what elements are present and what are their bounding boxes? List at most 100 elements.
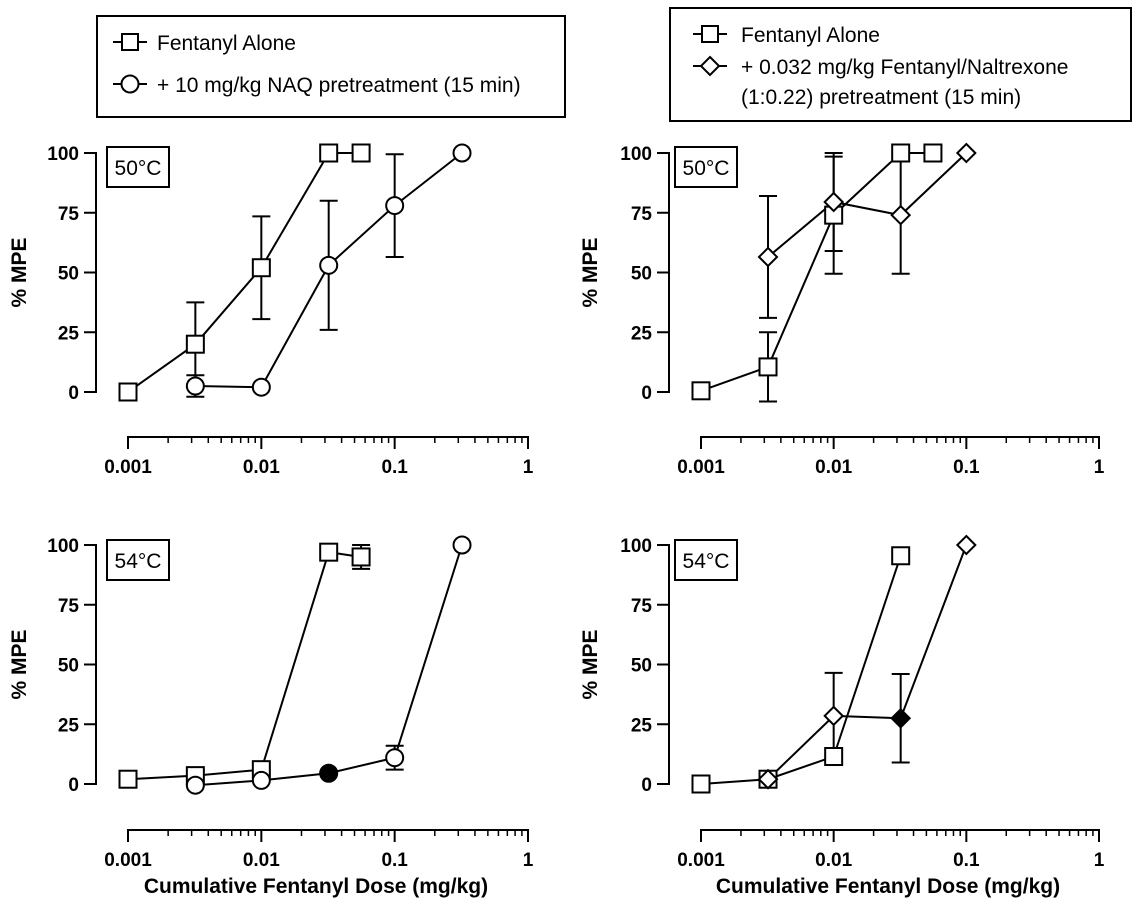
y-tick-label: 0 [641,383,652,404]
legend-right-label-2-line2: (1:0.22) pretreatment (15 min) [741,86,1021,109]
y-tick-label: 0 [68,775,79,796]
panel-bottom-right: 0 25 50 75 100 % MPE 0.001 0.01 0.1 1 Cumulative F… [579,534,1105,898]
temperature-label: 50°C [683,157,730,180]
data-point-circle [185,376,205,396]
temperature-box: 50°C [106,146,170,188]
legend-left-label-1: Fentanyl Alone [157,32,296,55]
data-point-diamond [823,191,845,213]
temperature-box-frame [674,146,738,188]
y-tick-label: 0 [68,383,79,404]
data-point-diamond [890,707,912,729]
temperature-label: 50°C [115,157,162,180]
temperature-box-frame [674,539,738,581]
data-point-square [319,143,339,163]
x-tick-label: 1 [1094,850,1105,871]
legend-left: Fentanyl Alone + 10 mg/kg NAQ pretreatme… [96,15,566,118]
temperature-box: 54°C [106,539,170,581]
legend-left-marker-square [113,33,147,51]
y-tick-label: 25 [58,323,80,344]
temperature-box: 54°C [674,539,738,581]
x-tick-label: 1 [523,457,534,478]
y-tick-label: 100 [620,144,652,165]
y-tick-label: 50 [631,656,652,677]
legend-right-box [669,7,1132,122]
data-point-square [758,357,778,377]
data-point-diamond [955,534,977,556]
temperature-label: 54°C [683,550,730,573]
data-point-square [923,143,943,163]
legend-right-marker-diamond [693,55,727,77]
data-point-circle [452,535,472,555]
data-point-square [118,382,138,402]
legend-right-marker-square [693,25,727,43]
series-line-square [700,152,933,392]
data-point-diamond [757,246,779,268]
y-tick-label: 50 [631,264,652,285]
series-line-circle [195,544,463,787]
panel-top-right: 0 25 50 75 100 % MPE 0.001 0.01 0.1 1 50°C [579,142,1105,478]
data-point-circle [319,255,339,275]
legend-right: Fentanyl Alone + 0.032 mg/kg Fentanyl/Na… [669,7,1132,122]
data-point-square [251,258,271,278]
y-tick-label: 75 [631,596,653,617]
x-tick-label: 0.01 [815,850,852,871]
data-point-square [691,381,711,401]
data-point-diamond [955,142,977,164]
data-point-diamond [890,204,912,226]
data-point-square [319,542,339,562]
legend-right-label-2: + 0.032 mg/kg Fentanyl/Naltrexone [741,56,1068,79]
series-line-square [700,555,902,785]
panel-bottom-left: 0 25 50 75 100 % MPE 0.001 0.01 0.1 1 Cumulative F… [8,535,534,898]
series-line-diamond [767,544,968,780]
legend-left-marker-circle [113,74,147,94]
y-tick-label: 0 [641,775,652,796]
x-tick-label: 0.001 [104,457,152,478]
data-point-square [118,769,138,789]
data-point-square [824,747,844,767]
data-point-square [891,143,911,163]
x-tick-label: 0.1 [953,850,980,871]
data-point-diamond [757,768,779,790]
data-point-diamond [823,705,845,727]
data-point-circle [319,763,339,783]
y-tick-label: 50 [58,656,79,677]
x-axis-label: Cumulative Fentanyl Dose (mg/kg) [716,875,1060,898]
x-tick-label: 0.1 [953,457,980,478]
legend-right-label-1: Fentanyl Alone [741,24,880,47]
y-tick-label: 100 [47,536,79,557]
y-tick-label: 75 [631,204,653,225]
x-tick-label: 1 [523,850,534,871]
data-point-square [351,143,371,163]
y-tick-label: 75 [58,204,80,225]
x-tick-label: 0.001 [677,850,725,871]
y-tick-label: 100 [620,536,652,557]
y-axis-label: % MPE [579,629,602,699]
data-point-circle [251,377,271,397]
data-point-circle [385,196,405,216]
y-tick-label: 25 [631,323,653,344]
panel-top-left: 0 25 50 75 100 % MPE 0.001 0.01 0.1 1 50°C [8,143,534,478]
data-point-circle [185,775,205,795]
x-tick-label: 0.01 [243,457,280,478]
data-point-square [351,547,371,567]
legend-left-box [96,15,566,118]
data-point-square [891,546,911,566]
temperature-box-frame [106,146,170,188]
x-tick-label: 0.001 [677,457,725,478]
x-tick-label: 1 [1094,457,1105,478]
x-tick-label: 0.01 [243,850,280,871]
y-tick-label: 25 [631,715,653,736]
y-tick-label: 75 [58,596,80,617]
x-tick-label: 0.1 [381,457,408,478]
y-tick-label: 25 [58,715,80,736]
x-tick-label: 0.001 [104,850,152,871]
legend-left-label-2: + 10 mg/kg NAQ pretreatment (15 min) [157,74,521,97]
data-point-square [691,774,711,794]
x-tick-label: 0.01 [815,457,852,478]
series-line-diamond [767,152,968,258]
data-point-circle [385,748,405,768]
y-tick-label: 100 [47,144,79,165]
data-point-circle [251,770,271,790]
data-point-square [185,334,205,354]
